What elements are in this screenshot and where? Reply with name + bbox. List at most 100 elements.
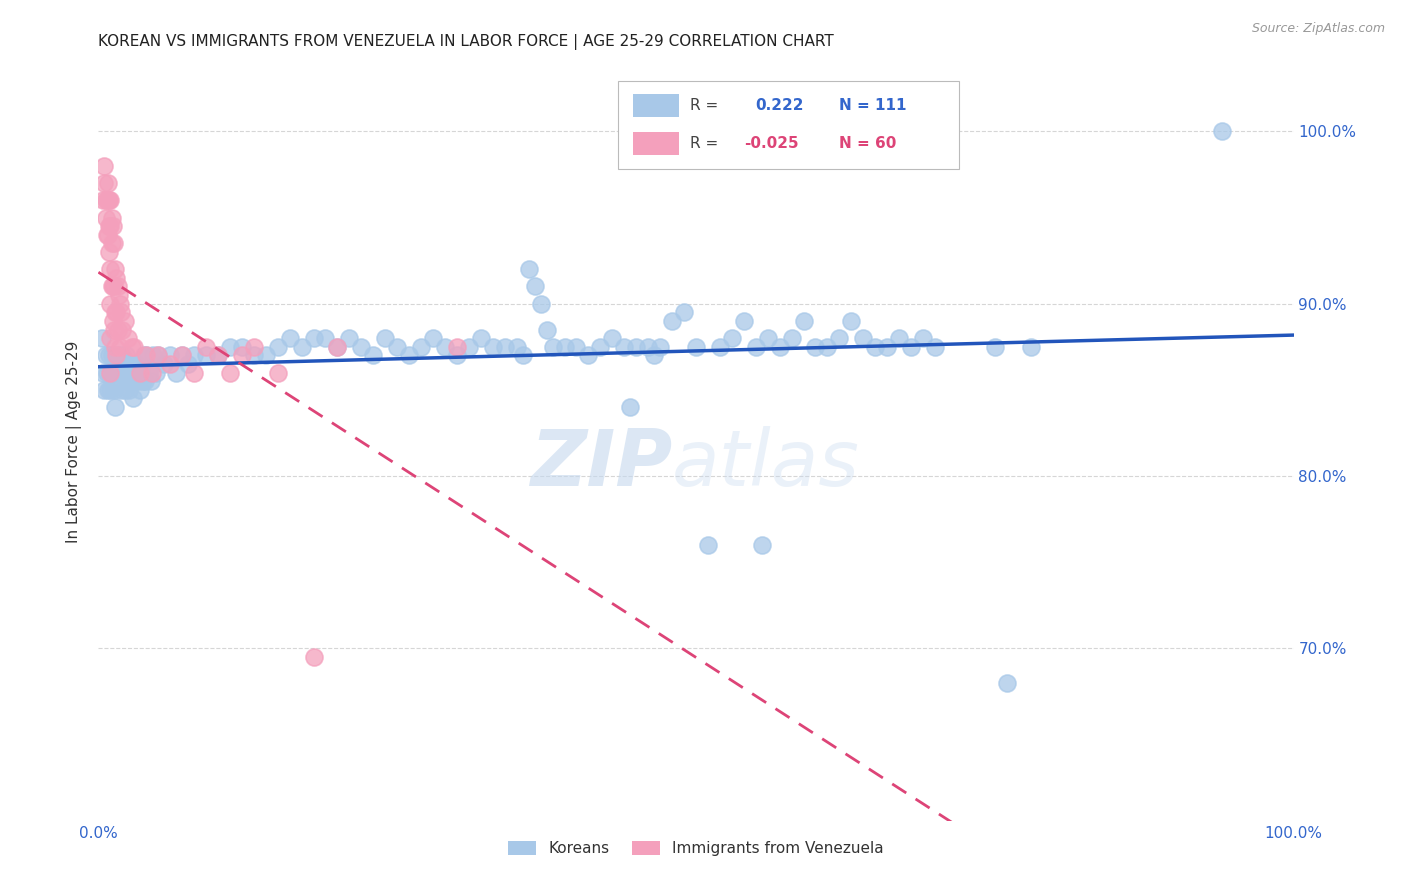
Point [398,348,420,362]
Point [134,374,156,388]
Point [112,366,135,380]
Point [541,340,564,354]
Point [733,314,755,328]
Point [411,340,433,354]
Point [96,366,118,380]
Point [124,340,146,354]
Point [94,194,117,208]
Point [98,383,122,397]
Point [93,176,115,190]
Point [122,392,145,406]
Point [117,331,139,345]
Point [97,227,120,242]
Point [91,366,114,380]
Point [267,366,290,380]
Point [101,279,124,293]
Point [422,331,444,345]
Point [159,348,181,362]
Point [876,340,898,354]
Point [291,340,314,354]
Point [153,357,176,371]
Text: 0.222: 0.222 [756,98,804,113]
Point [195,340,218,354]
Point [219,340,242,354]
FancyBboxPatch shape [619,81,959,169]
Point [434,340,457,354]
Point [101,314,124,328]
Point [103,383,125,397]
Bar [633,95,679,117]
Point [852,331,875,345]
Point [98,366,122,380]
Point [661,314,683,328]
Point [302,331,325,345]
Point [96,227,118,242]
Point [1211,124,1233,138]
Point [995,675,1018,690]
Point [648,340,672,354]
Point [103,279,125,293]
Text: atlas: atlas [672,426,860,502]
Point [565,340,588,354]
Point [195,348,218,362]
Point [114,314,136,328]
Point [115,348,138,362]
Point [104,305,127,319]
Point [302,649,325,664]
Point [108,296,131,310]
Point [578,348,600,362]
Text: -0.025: -0.025 [744,136,799,151]
Point [98,219,121,234]
Point [984,340,1007,354]
Point [98,262,122,277]
Point [339,331,361,345]
Point [793,314,815,328]
Point [104,262,127,277]
Point [138,366,160,380]
Point [172,348,194,362]
Point [278,331,301,345]
Point [141,366,163,380]
Point [148,348,170,362]
Point [231,348,253,362]
Point [121,340,143,354]
Point [326,340,349,354]
Point [100,279,122,293]
Point [254,348,277,362]
Point [1019,340,1042,354]
Point [243,340,266,354]
Point [889,331,911,345]
Point [602,331,624,345]
Point [841,314,863,328]
Point [91,194,114,208]
Point [135,348,157,362]
Point [243,348,266,362]
Point [97,383,120,397]
Point [127,374,149,388]
Point [673,305,696,319]
Point [100,348,122,362]
Point [165,366,187,380]
Point [172,348,194,362]
Point [107,279,129,293]
Text: R =: R = [690,98,718,113]
Point [131,366,153,380]
Point [93,159,115,173]
Point [756,331,779,345]
Point [231,340,253,354]
Point [104,340,127,354]
Point [536,322,558,336]
Text: Source: ZipAtlas.com: Source: ZipAtlas.com [1251,22,1385,36]
Point [110,383,132,397]
Text: N = 60: N = 60 [839,136,897,151]
Point [148,348,170,362]
Point [326,340,349,354]
Point [107,366,129,380]
Point [924,340,946,354]
Point [142,348,165,362]
Point [104,400,127,414]
Point [207,348,229,362]
Point [135,348,157,362]
Point [183,366,205,380]
Point [100,211,122,225]
